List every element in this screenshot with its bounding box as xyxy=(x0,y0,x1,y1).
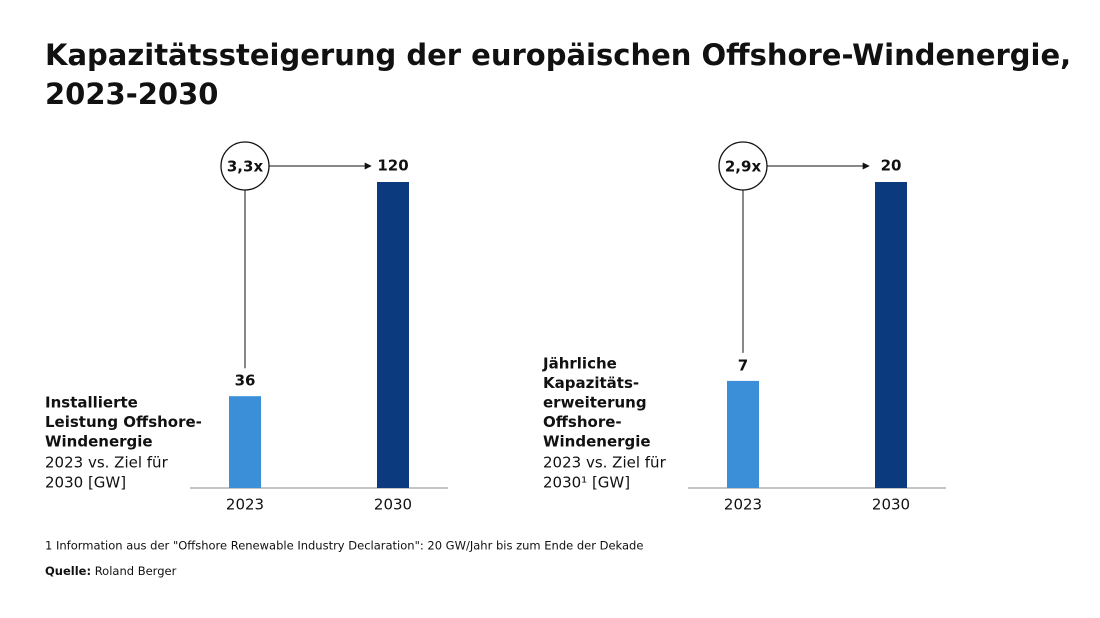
chart-label: 2023 vs. Ziel für xyxy=(543,454,667,472)
value-label: 36 xyxy=(235,372,256,390)
bar xyxy=(377,182,409,488)
title-line: 2023-2030 xyxy=(45,77,218,111)
value-label: 120 xyxy=(377,157,408,175)
chart-label: Installierte xyxy=(45,394,138,412)
chart-label: Offshore- xyxy=(543,413,622,431)
chart-label: 2023 vs. Ziel für xyxy=(45,454,169,472)
source-label: Quelle: xyxy=(45,564,91,578)
bar xyxy=(875,182,907,488)
x-tick-label: 2030 xyxy=(374,496,412,514)
chart-label: erweiterung xyxy=(543,394,647,412)
x-tick-label: 2023 xyxy=(226,496,264,514)
bar xyxy=(229,396,261,488)
title-line: Kapazitätssteigerung der europäischen Of… xyxy=(45,38,1071,72)
chart-label: Jährliche xyxy=(542,355,617,373)
chart-label: Leistung Offshore- xyxy=(45,413,202,431)
value-label: 7 xyxy=(738,356,748,374)
chart-label: Windenergie xyxy=(45,433,153,451)
growth-label: 2,9x xyxy=(725,158,762,176)
chart-label: Kapazitäts- xyxy=(543,374,639,392)
footnote: 1 Information aus der "Offshore Renewabl… xyxy=(45,539,643,553)
chart-label: 2030 [GW] xyxy=(45,474,126,492)
source-name: Roland Berger xyxy=(95,564,177,578)
chart-label: 2030¹ [GW] xyxy=(543,474,630,492)
chart-label: Windenergie xyxy=(543,433,651,451)
x-tick-label: 2030 xyxy=(872,496,910,514)
bar xyxy=(727,380,759,488)
source: Quelle: Roland Berger xyxy=(45,564,177,578)
growth-label: 3,3x xyxy=(227,158,264,176)
x-tick-label: 2023 xyxy=(724,496,762,514)
value-label: 20 xyxy=(881,157,902,175)
